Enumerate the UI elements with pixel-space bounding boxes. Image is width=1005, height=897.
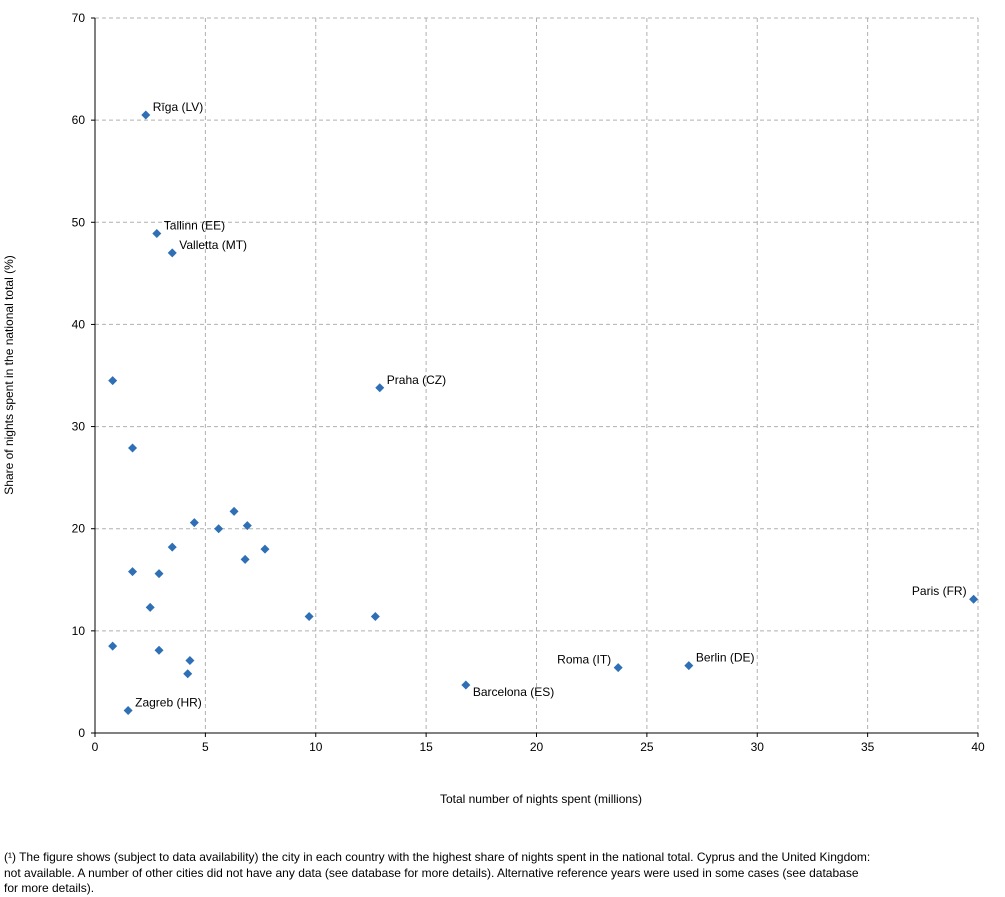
x-axis-title: Total number of nights spent (millions)	[440, 792, 642, 806]
data-point	[123, 706, 133, 716]
data-point	[240, 554, 250, 564]
y-tick-label: 0	[78, 726, 85, 740]
data-points	[108, 110, 979, 716]
grid-lines	[95, 17, 979, 733]
y-tick-label: 10	[72, 624, 86, 638]
scatter-chart: 0 10 20 30 40 50 60 70 0 5 10 15 20 25 30 35 40 Rīga (LV…	[2, 11, 985, 806]
y-tick-label: 70	[72, 11, 86, 25]
data-point	[370, 612, 380, 622]
footnote: (¹) The figure shows (subject to data av…	[4, 850, 904, 897]
footnote-line: for more details).	[4, 881, 95, 895]
data-point	[461, 680, 471, 690]
footnote-line: (¹) The figure shows (subject to data av…	[4, 850, 871, 864]
data-point	[229, 506, 239, 516]
point-label: Barcelona (ES)	[473, 685, 554, 699]
data-point	[154, 645, 164, 655]
data-point	[304, 612, 314, 622]
data-point	[128, 443, 138, 453]
point-label: Rīga (LV)	[153, 100, 203, 114]
x-tick-label: 10	[309, 740, 323, 754]
data-point	[167, 542, 177, 552]
data-point	[128, 567, 138, 577]
point-label: Tallinn (EE)	[164, 219, 225, 233]
x-tick-label: 40	[971, 740, 985, 754]
axes	[91, 17, 979, 737]
data-point	[684, 661, 694, 671]
data-point	[108, 641, 118, 651]
data-point	[189, 518, 199, 528]
y-tick-label: 40	[72, 317, 86, 331]
x-tick-label: 0	[92, 740, 99, 754]
point-label: Valletta (MT)	[179, 238, 247, 252]
x-tick-label: 25	[640, 740, 654, 754]
data-point	[108, 376, 118, 386]
data-point	[185, 655, 195, 665]
x-tick-label: 20	[530, 740, 544, 754]
data-point	[613, 663, 623, 673]
point-label: Praha (CZ)	[387, 373, 446, 387]
data-point	[141, 110, 151, 120]
data-point	[145, 602, 155, 612]
point-label: Berlin (DE)	[696, 651, 755, 665]
x-tick-label: 35	[861, 740, 875, 754]
point-labels: Rīga (LV) Tallinn (EE) Valletta (MT) Praha …	[135, 100, 966, 709]
data-point	[242, 521, 252, 531]
data-point	[260, 544, 270, 554]
data-point	[214, 524, 224, 534]
data-point	[154, 569, 164, 579]
y-tick-label: 60	[72, 113, 86, 127]
data-point	[969, 594, 979, 604]
data-point	[152, 229, 162, 239]
x-tick-label: 5	[202, 740, 209, 754]
point-label: Zagreb (HR)	[135, 696, 202, 710]
y-tick-label: 50	[72, 215, 86, 229]
y-tick-label: 30	[72, 420, 86, 434]
x-tick-label: 30	[751, 740, 765, 754]
y-tick-label: 20	[72, 522, 86, 536]
x-tick-label: 15	[419, 740, 433, 754]
data-point	[167, 248, 177, 258]
footnote-line: not available. A number of other cities …	[4, 865, 859, 880]
data-point	[183, 669, 193, 679]
point-label: Roma (IT)	[557, 653, 611, 667]
data-point	[375, 383, 385, 393]
y-axis-title: Share of nights spent in the national to…	[2, 255, 16, 494]
point-label: Paris (FR)	[912, 584, 967, 598]
tick-labels: 0 10 20 30 40 50 60 70 0 5 10 15 20 25 30 35 40	[72, 11, 985, 754]
